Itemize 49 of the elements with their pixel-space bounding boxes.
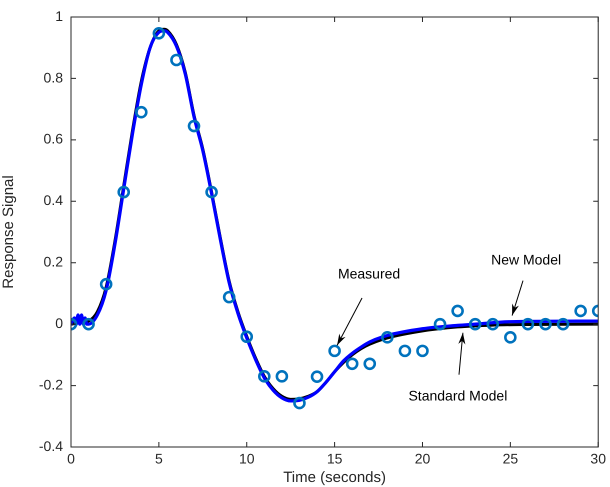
x-tick-label: 0 (67, 450, 76, 466)
point (240, 330, 254, 344)
point (381, 331, 394, 344)
point (117, 186, 130, 198)
x-tick-label: 20 (414, 450, 430, 466)
y-tick-label: 0.8 (44, 69, 64, 86)
point (152, 26, 166, 40)
point (258, 370, 271, 383)
point (205, 186, 218, 198)
x-tick-label: 25 (502, 450, 518, 466)
point (363, 357, 376, 370)
y-tick-label: 0.2 (44, 254, 64, 270)
point (522, 318, 534, 330)
x-tick-label: 5 (154, 450, 163, 466)
point (328, 344, 341, 358)
point (486, 318, 500, 330)
point (434, 318, 446, 330)
point (574, 304, 587, 318)
y-tick-label: -0.4 (38, 438, 64, 454)
x-tick-label: 10 (238, 450, 255, 466)
point (451, 304, 464, 318)
point (556, 318, 570, 330)
point (416, 344, 429, 358)
point (346, 357, 358, 370)
y-tick-label: -0.2 (38, 376, 64, 392)
point (310, 370, 324, 383)
point (539, 318, 552, 330)
point (134, 106, 148, 119)
point (82, 318, 95, 330)
point (398, 344, 412, 358)
annotation: Standard Model (408, 388, 508, 404)
point (293, 396, 306, 410)
x-tick-label: 30 (590, 450, 606, 466)
point (100, 278, 112, 291)
point (276, 370, 288, 383)
x-tick-label: 15 (326, 450, 343, 466)
point (468, 318, 482, 330)
point (222, 290, 236, 304)
y-tick-label: 0.6 (44, 130, 64, 147)
y-tick-label: 1 (55, 8, 64, 24)
y-tick-label: 0.4 (44, 192, 64, 208)
y-axis-title: Response Signal (0, 175, 18, 289)
annotation: Measured (338, 265, 400, 282)
x-axis-title: Time (seconds) (283, 469, 386, 486)
annotation: New Model (491, 251, 562, 268)
point (504, 331, 517, 344)
y-tick-label: 0 (55, 315, 64, 331)
point (188, 120, 200, 132)
point (170, 54, 183, 66)
